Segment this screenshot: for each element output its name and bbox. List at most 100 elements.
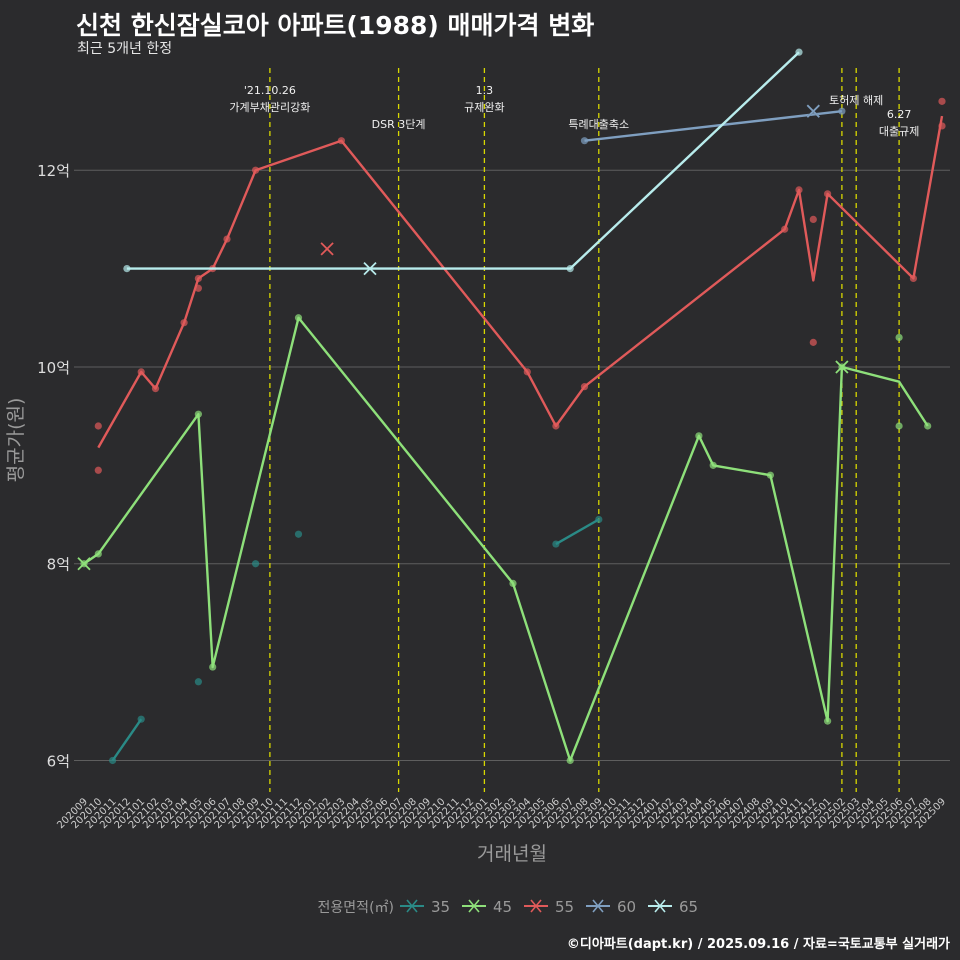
series-55-point xyxy=(938,122,946,130)
series-45-point xyxy=(194,410,202,418)
legend-label: 45 xyxy=(493,898,512,916)
legend-item-65: 65 xyxy=(648,898,698,916)
legend-label: 55 xyxy=(555,898,574,916)
series-45-point xyxy=(895,333,903,342)
series-35-line xyxy=(111,718,143,762)
legend-swatch-x xyxy=(654,899,666,913)
event-label: 1.3 xyxy=(476,84,494,97)
series-55-point xyxy=(824,190,832,198)
series-35-point xyxy=(252,560,260,568)
legend-swatch-x xyxy=(592,899,604,913)
series-55-point xyxy=(909,274,918,283)
legend-label: 65 xyxy=(679,898,698,916)
series-35-point xyxy=(595,515,603,524)
series-55-point xyxy=(194,284,202,292)
legend-swatch-x xyxy=(468,899,480,913)
x-axis-label: 거래년월 xyxy=(477,843,547,865)
series-60-point xyxy=(838,107,846,115)
series-55-point xyxy=(94,466,102,474)
marker-stroke xyxy=(77,557,91,571)
legend-label: 60 xyxy=(617,898,636,916)
legend-item-60: 60 xyxy=(586,898,636,916)
series-55-point xyxy=(337,137,345,145)
legend: 전용면적(㎡) 35 45 55 60 65 xyxy=(318,898,699,916)
series-55-point xyxy=(194,274,202,283)
series-55-point xyxy=(137,368,145,376)
series-55-marker xyxy=(320,242,334,256)
series-45-point xyxy=(709,461,717,469)
y-tick-label: 8억 xyxy=(47,556,70,574)
series-45-marker-2 xyxy=(835,360,849,374)
series-65-point xyxy=(795,48,803,56)
series-60-point xyxy=(580,137,589,145)
series-65-point xyxy=(123,264,131,273)
series-45-line xyxy=(83,316,929,762)
y-tick-label: 10억 xyxy=(37,359,70,377)
y-tick-label: 6억 xyxy=(47,752,70,770)
series-55-point xyxy=(781,225,789,233)
source-caption: ©디아파트(dapt.kr) / 2025.09.16 / 자료=국토교통부 실… xyxy=(566,937,950,952)
series-35-line-2 xyxy=(555,518,600,546)
series-45-point xyxy=(294,314,303,322)
series-55-point xyxy=(809,338,817,346)
y-axis-ticks: 6억 8억 10억 12억 xyxy=(37,162,70,770)
event-label: 토허제 해제 xyxy=(829,93,883,107)
series-45-point xyxy=(566,756,574,765)
series-45-point xyxy=(509,579,517,588)
legend-swatch-x xyxy=(530,899,542,913)
series-35-point xyxy=(294,530,303,538)
series-55-point xyxy=(938,97,946,105)
legend-label: 35 xyxy=(431,898,450,916)
series-45-point xyxy=(94,550,102,558)
marker-stroke xyxy=(320,242,334,256)
marker-stroke xyxy=(806,104,820,118)
series-55-point xyxy=(94,422,102,430)
series-55-point xyxy=(252,166,260,174)
legend-item-55: 55 xyxy=(524,898,574,916)
marker-stroke xyxy=(363,261,377,276)
event-label: 규제완화 xyxy=(464,101,504,114)
event-label: 가계부채관리강화 xyxy=(229,101,310,114)
event-label: DSR 3단계 xyxy=(372,118,426,131)
chart-subtitle: 최근 5개년 한정 xyxy=(77,41,173,57)
series-55-point xyxy=(223,235,231,243)
legend-title: 전용면적(㎡) xyxy=(318,900,394,916)
series-65-point xyxy=(566,264,574,273)
y-tick-label: 12억 xyxy=(37,162,70,180)
marker-stroke xyxy=(835,360,849,374)
series-45-point xyxy=(895,422,903,430)
series-35-point xyxy=(194,678,202,686)
x-axis-ticks: 2020092020102020112020122021012021022021… xyxy=(55,796,948,831)
series-35-point xyxy=(552,540,560,548)
series-55-point xyxy=(795,186,803,194)
series-45-point xyxy=(766,471,775,479)
series-55-line xyxy=(97,115,944,449)
series-55-point xyxy=(523,368,531,376)
grid-lines xyxy=(74,169,950,761)
legend-swatch-x xyxy=(406,899,418,913)
event-label: 6.27 xyxy=(887,108,912,121)
series-60-line xyxy=(584,110,843,142)
series-45-point xyxy=(924,422,932,430)
event-label: 대출규제 xyxy=(879,125,919,138)
series-45-marker xyxy=(77,557,91,571)
series-45-point xyxy=(695,432,703,440)
legend-item-35: 35 xyxy=(400,898,450,916)
series-35-point xyxy=(137,715,145,723)
series-55-point xyxy=(151,385,160,393)
y-axis-label: 평균가(원) xyxy=(5,398,27,483)
series-55-point xyxy=(580,383,589,391)
event-label: 특례대출축소 xyxy=(568,118,629,131)
series-55-point xyxy=(552,422,560,430)
series-45-point xyxy=(209,663,217,671)
series-60-marker-outline xyxy=(806,104,820,118)
series-65-marker xyxy=(363,261,377,276)
event-label: '21.10.26 xyxy=(244,84,296,97)
series-55-point xyxy=(809,215,817,224)
series-55-point xyxy=(180,319,188,327)
series-35-point xyxy=(109,756,117,765)
series-45-point xyxy=(824,717,832,725)
chart-title: 신천 한신잠실코아 아파트(1988) 매매가격 변화 xyxy=(76,11,595,40)
